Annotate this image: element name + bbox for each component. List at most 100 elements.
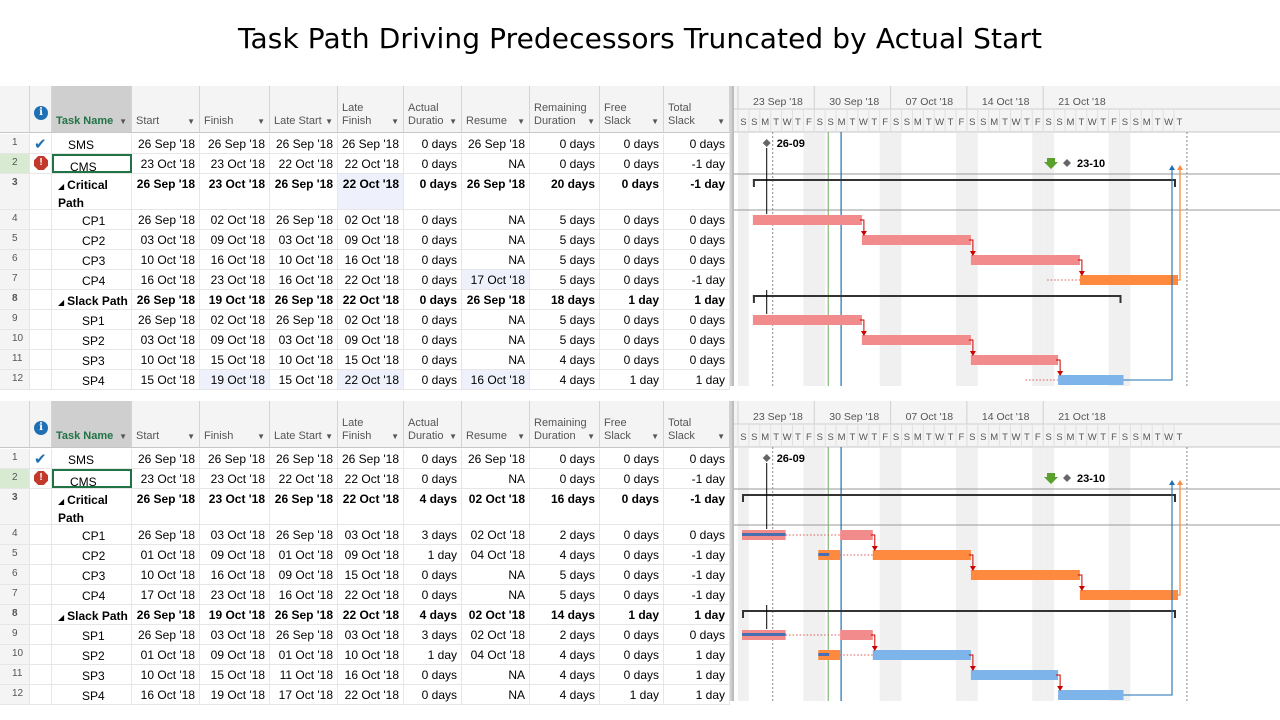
cell-free-slack[interactable]: 0 days bbox=[600, 350, 664, 369]
cell-finish[interactable]: 02 Oct '18 bbox=[200, 310, 270, 329]
chevron-down-icon[interactable]: ▼ bbox=[587, 117, 595, 126]
row-id[interactable]: 5 bbox=[0, 230, 30, 249]
task-row-11[interactable]: 11 SP3 10 Oct '18 15 Oct '18 10 Oct '18 15 Oc… bbox=[0, 350, 730, 370]
task-row-7[interactable]: 7 CP4 16 Oct '18 23 Oct '18 16 Oct '18 22 Oct… bbox=[0, 270, 730, 290]
cell-actual-duration[interactable]: 0 days bbox=[404, 270, 462, 289]
cell-name[interactable]: CP4 bbox=[52, 585, 132, 604]
cell-free-slack[interactable]: 0 days bbox=[600, 625, 664, 644]
task-bar[interactable] bbox=[1079, 590, 1178, 600]
cell-remaining-duration[interactable]: 18 days bbox=[530, 290, 600, 309]
cell-name[interactable]: ◢ Slack Path bbox=[52, 290, 132, 309]
cell-remaining-duration[interactable]: 0 days bbox=[530, 154, 600, 173]
cell-name[interactable]: ◢ Slack Path bbox=[52, 605, 132, 624]
cell-total-slack[interactable]: 1 day bbox=[664, 370, 730, 389]
cell-finish[interactable]: 26 Sep '18 bbox=[200, 134, 270, 153]
cell-free-slack[interactable]: 0 days bbox=[600, 665, 664, 684]
task-bar[interactable] bbox=[861, 335, 971, 345]
summary-bar[interactable] bbox=[742, 610, 1176, 612]
cell-free-slack[interactable]: 0 days bbox=[600, 134, 664, 153]
chevron-down-icon[interactable]: ▼ bbox=[517, 432, 525, 441]
task-bar[interactable] bbox=[970, 355, 1059, 365]
cell-resume[interactable]: 02 Oct '18 bbox=[462, 605, 530, 624]
cell-start[interactable]: 03 Oct '18 bbox=[132, 330, 200, 349]
cell-resume[interactable]: 26 Sep '18 bbox=[462, 174, 530, 209]
cell-name[interactable]: CP1 bbox=[52, 525, 132, 544]
column-header-resume[interactable]: Resume ▼ bbox=[462, 401, 530, 447]
task-row-5[interactable]: 5 CP2 03 Oct '18 09 Oct '18 03 Oct '18 09 Oct… bbox=[0, 230, 730, 250]
cell-resume[interactable]: 02 Oct '18 bbox=[462, 525, 530, 544]
cell-free-slack[interactable]: 0 days bbox=[600, 449, 664, 468]
cell-resume[interactable]: 17 Oct '18 bbox=[462, 270, 530, 289]
cell-free-slack[interactable]: 0 days bbox=[600, 270, 664, 289]
column-header-late-start[interactable]: Late Start ▼ bbox=[270, 401, 338, 447]
cell-resume[interactable]: 04 Oct '18 bbox=[462, 545, 530, 564]
cell-free-slack[interactable]: 1 day bbox=[600, 370, 664, 389]
row-id[interactable]: 8 bbox=[0, 290, 30, 309]
row-id[interactable]: 5 bbox=[0, 545, 30, 564]
cell-actual-duration[interactable]: 0 days bbox=[404, 685, 462, 704]
cell-remaining-duration[interactable]: 4 days bbox=[530, 685, 600, 704]
cell-name[interactable]: SP4 bbox=[52, 685, 132, 704]
cell-free-slack[interactable]: 1 day bbox=[600, 605, 664, 624]
task-row-12[interactable]: 12 SP4 16 Oct '18 19 Oct '18 17 Oct '18 22 Oc… bbox=[0, 685, 730, 705]
cell-late-start[interactable]: 16 Oct '18 bbox=[270, 585, 338, 604]
cell-free-slack[interactable]: 0 days bbox=[600, 545, 664, 564]
cell-actual-duration[interactable]: 0 days bbox=[404, 174, 462, 209]
row-id[interactable]: 4 bbox=[0, 525, 30, 544]
select-all-corner[interactable] bbox=[0, 86, 30, 132]
cell-late-finish[interactable]: 16 Oct '18 bbox=[338, 250, 404, 269]
cell-free-slack[interactable]: 0 days bbox=[600, 154, 664, 173]
cell-finish[interactable]: 03 Oct '18 bbox=[200, 525, 270, 544]
cell-start[interactable]: 26 Sep '18 bbox=[132, 449, 200, 468]
cell-late-finish[interactable]: 09 Oct '18 bbox=[338, 230, 404, 249]
cell-remaining-duration[interactable]: 5 days bbox=[530, 210, 600, 229]
column-header-finish[interactable]: Finish ▼ bbox=[200, 401, 270, 447]
cell-finish[interactable]: 02 Oct '18 bbox=[200, 210, 270, 229]
task-bar[interactable] bbox=[752, 215, 862, 225]
cell-actual-duration[interactable]: 0 days bbox=[404, 449, 462, 468]
column-header-start[interactable]: Start ▼ bbox=[132, 86, 200, 132]
cell-total-slack[interactable]: -1 day bbox=[664, 174, 730, 209]
collapse-triangle-icon[interactable]: ◢ bbox=[58, 613, 65, 622]
cell-name[interactable]: CP4 bbox=[52, 270, 132, 289]
cell-late-start[interactable]: 10 Oct '18 bbox=[270, 350, 338, 369]
cell-remaining-duration[interactable]: 5 days bbox=[530, 565, 600, 584]
cell-total-slack[interactable]: 1 day bbox=[664, 605, 730, 624]
row-id[interactable]: 12 bbox=[0, 685, 30, 704]
cell-name[interactable]: ◢ Critical Path bbox=[52, 489, 132, 525]
cell-actual-duration[interactable]: 3 days bbox=[404, 525, 462, 544]
cell-remaining-duration[interactable]: 5 days bbox=[530, 250, 600, 269]
cell-remaining-duration[interactable]: 5 days bbox=[530, 230, 600, 249]
cell-late-start[interactable]: 11 Oct '18 bbox=[270, 665, 338, 684]
cell-resume[interactable]: NA bbox=[462, 330, 530, 349]
cell-late-finish[interactable]: 22 Oct '18 bbox=[338, 174, 404, 209]
cell-free-slack[interactable]: 0 days bbox=[600, 585, 664, 604]
cell-late-start[interactable]: 03 Oct '18 bbox=[270, 230, 338, 249]
cell-finish[interactable]: 23 Oct '18 bbox=[200, 154, 270, 173]
cell-start[interactable]: 26 Sep '18 bbox=[132, 210, 200, 229]
task-row-8[interactable]: 8 ◢ Slack Path 26 Sep '18 19 Oct '18 26 Sep '… bbox=[0, 605, 730, 625]
cell-actual-duration[interactable]: 4 days bbox=[404, 489, 462, 524]
row-id[interactable]: 7 bbox=[0, 585, 30, 604]
cell-late-start[interactable]: 22 Oct '18 bbox=[270, 469, 338, 488]
column-header-name[interactable]: Task Name ▼ bbox=[52, 401, 132, 447]
cell-total-slack[interactable]: 0 days bbox=[664, 230, 730, 249]
cell-start[interactable]: 26 Sep '18 bbox=[132, 625, 200, 644]
cell-start[interactable]: 16 Oct '18 bbox=[132, 685, 200, 704]
cell-remaining-duration[interactable]: 5 days bbox=[530, 310, 600, 329]
cell-start[interactable]: 01 Oct '18 bbox=[132, 545, 200, 564]
cell-name[interactable]: CP1 bbox=[52, 210, 132, 229]
cell-total-slack[interactable]: 0 days bbox=[664, 449, 730, 468]
cell-finish[interactable]: 16 Oct '18 bbox=[200, 565, 270, 584]
cell-late-start[interactable]: 26 Sep '18 bbox=[270, 210, 338, 229]
cell-resume[interactable]: 02 Oct '18 bbox=[462, 625, 530, 644]
column-header-late-start[interactable]: Late Start ▼ bbox=[270, 86, 338, 132]
row-id[interactable]: 10 bbox=[0, 330, 30, 349]
cell-late-start[interactable]: 03 Oct '18 bbox=[270, 330, 338, 349]
cell-start[interactable]: 03 Oct '18 bbox=[132, 230, 200, 249]
cell-finish[interactable]: 23 Oct '18 bbox=[200, 585, 270, 604]
cell-total-slack[interactable]: -1 day bbox=[664, 270, 730, 289]
cell-remaining-duration[interactable]: 5 days bbox=[530, 585, 600, 604]
cell-name[interactable]: SMS bbox=[52, 134, 132, 153]
cell-actual-duration[interactable]: 0 days bbox=[404, 665, 462, 684]
